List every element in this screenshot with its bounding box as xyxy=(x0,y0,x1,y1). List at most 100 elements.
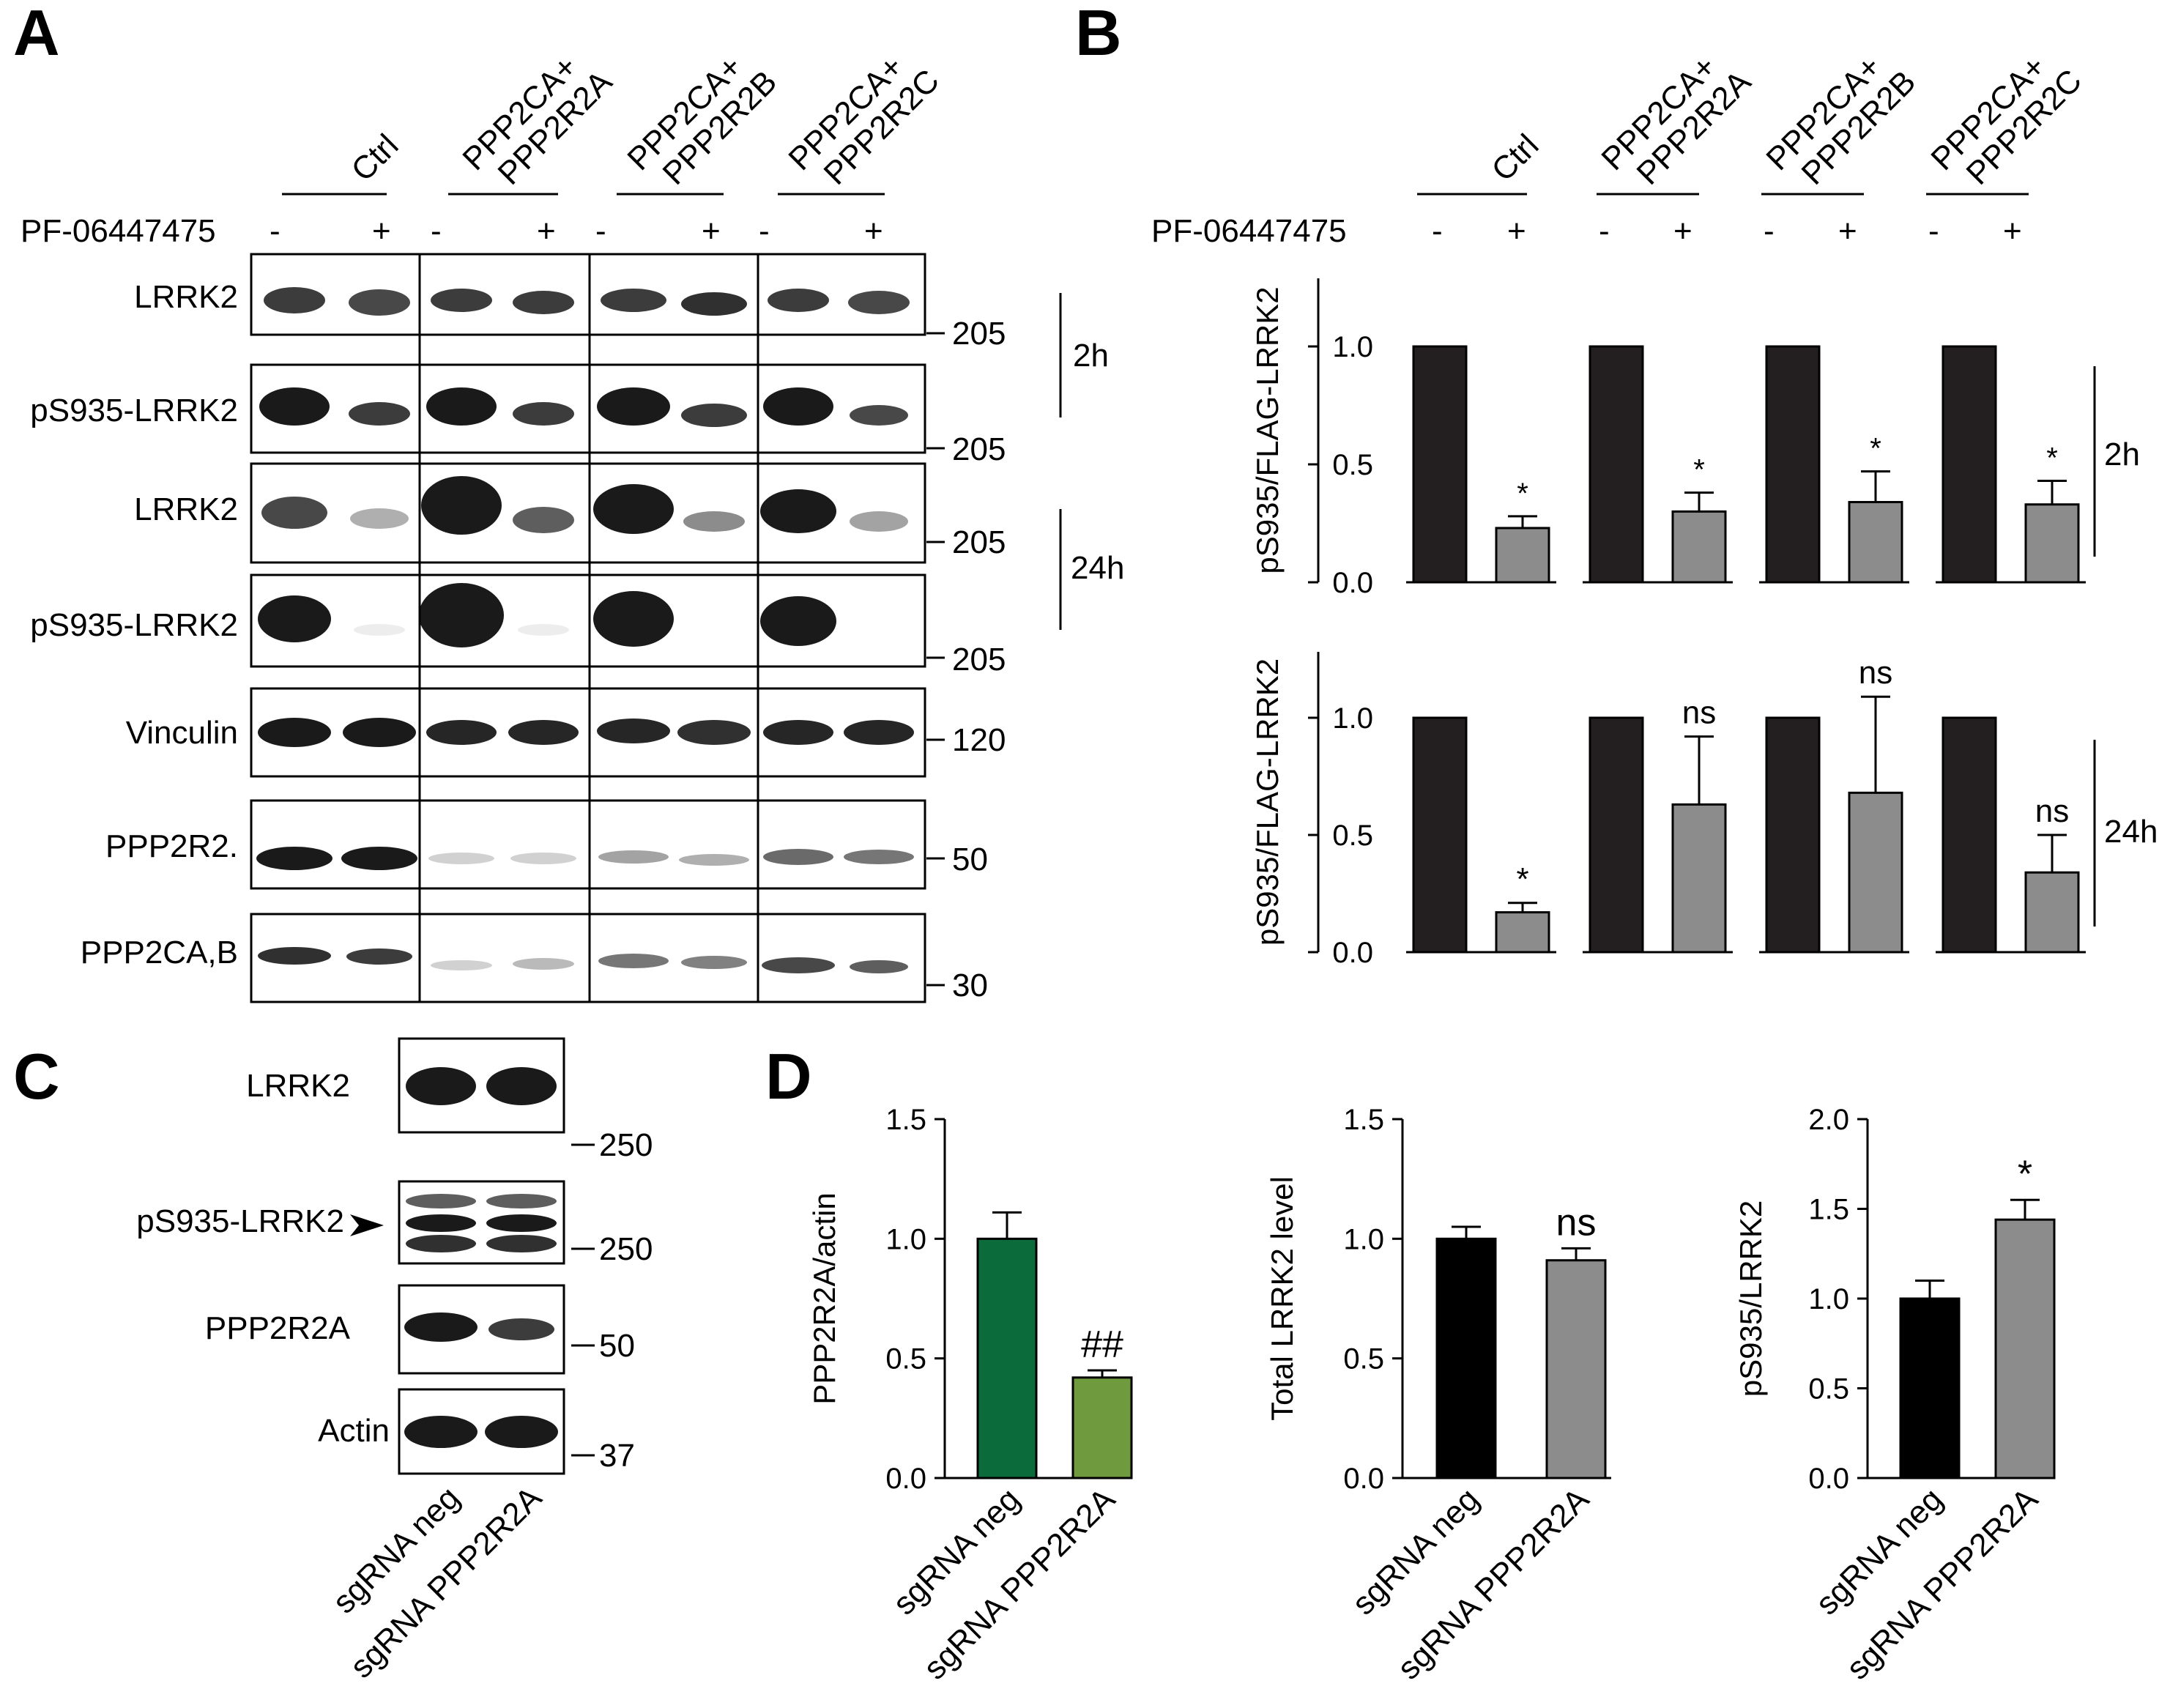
chart-b-sign: + xyxy=(1673,213,1692,249)
bar xyxy=(1495,911,1550,954)
y-tick-label: 1.0 xyxy=(1808,1283,1849,1315)
y-tick-label: 1.0 xyxy=(1332,331,1373,363)
chart-b-time-24h: 24h xyxy=(2104,814,2158,850)
blot-a-row-label: Vinculin xyxy=(126,715,238,751)
y-axis-label: pS935/FLAG-LRRK2 xyxy=(1250,658,1285,946)
blot-a-bands xyxy=(258,718,914,747)
y-axis-label: pS935/FLAG-LRRK2 xyxy=(1250,286,1285,573)
blot-c-row-label: Actin xyxy=(318,1413,390,1449)
blot-a-sign: + xyxy=(372,213,391,249)
bar xyxy=(1071,1376,1133,1479)
chart-b-time-2h: 2h xyxy=(2104,437,2140,472)
y-tick-label: 0.0 xyxy=(885,1463,926,1495)
significance-label: ## xyxy=(1081,1323,1123,1366)
bar xyxy=(1589,716,1644,954)
bar xyxy=(1765,345,1821,584)
y-tick-label: 0.5 xyxy=(1808,1373,1849,1406)
y-tick-label: 2.0 xyxy=(1808,1104,1849,1136)
blot-a-sign: - xyxy=(759,213,770,249)
chart-b-sign: - xyxy=(1764,213,1775,249)
blot-a-row-label: LRRK2 xyxy=(134,279,238,315)
y-tick-label: 1.5 xyxy=(1343,1104,1384,1136)
blot-a-dividers xyxy=(418,254,759,1002)
blot-a-treatment-signs: - + - + - + - + xyxy=(270,213,883,249)
y-tick-label: 0.5 xyxy=(1343,1343,1384,1375)
panel-letter-a: A xyxy=(13,0,60,69)
bar xyxy=(1671,803,1727,954)
blot-a-bands xyxy=(258,947,908,973)
bar xyxy=(1848,501,1903,584)
panel-letter-b: B xyxy=(1075,0,1122,69)
chart-b-sign: + xyxy=(1507,213,1526,249)
arrowhead-icon xyxy=(350,1214,384,1236)
blot-a-time-24h: 24h xyxy=(1071,550,1124,586)
bar xyxy=(1942,345,1997,584)
bar xyxy=(1994,1218,2056,1479)
significance-label: * xyxy=(2046,442,2058,475)
significance-label: * xyxy=(1870,433,1881,465)
bar xyxy=(976,1237,1038,1479)
chart-b-2h: 0.0 0.5 1.0 pS935/FLAG-LRRK2 * * * * xyxy=(1250,278,2086,599)
blot-a-sign: - xyxy=(595,213,606,249)
chart-b-24h: 0.0 0.5 1.0 pS935/FLAG-LRRK2 * ns ns ns xyxy=(1250,652,2086,969)
chart-b-sign: - xyxy=(1599,213,1610,249)
blot-a-row-label: pS935-LRRK2 xyxy=(30,607,238,643)
bar xyxy=(1545,1259,1607,1479)
significance-label: ns xyxy=(1556,1201,1597,1244)
panel-letter-d: D xyxy=(765,1040,812,1113)
blot-a-sign: - xyxy=(270,213,280,249)
blot-c-row-marker: 37 xyxy=(599,1438,635,1474)
chart-b-header: Ctrl PPP2CA+PPP2R2A PPP2CA+PPP2R2B PPP2C… xyxy=(1151,37,2089,249)
blot-c: LRRK2 250 pS935-LRRK2 250 PPP2R2A 50 Act… xyxy=(136,1037,653,1685)
chart-b-condition-4: PPP2CA+PPP2R2C xyxy=(1924,37,2089,202)
blot-a-bands xyxy=(256,847,914,870)
x-tick-label: sgRNA PPP2R2A xyxy=(1391,1481,1597,1687)
y-tick-label: 0.0 xyxy=(1332,937,1373,969)
chart-b-sign: - xyxy=(1432,213,1443,249)
blot-a-row-marker: 205 xyxy=(952,431,1006,467)
bar xyxy=(2024,503,2080,584)
blot-a-bands xyxy=(261,476,908,535)
blot-a-row-marker: 205 xyxy=(952,642,1006,677)
chart-b-treatment-label: PF-06447475 xyxy=(1151,213,1347,249)
chart-b-condition-1: Ctrl xyxy=(1485,127,1545,188)
bar xyxy=(2024,871,2080,954)
bar xyxy=(1412,716,1468,954)
blot-a-conditions: Ctrl PPP2CA+PPP2R2A PPP2CA+PPP2R2B PPP2C… xyxy=(344,39,946,202)
blot-a-bands xyxy=(264,287,910,316)
y-tick-label: 1.0 xyxy=(885,1223,926,1255)
blot-a-condition-1: Ctrl xyxy=(344,127,405,188)
blot-a-time-2h: 2h xyxy=(1073,338,1109,374)
blot-a-row-marker: 120 xyxy=(952,722,1006,758)
blot-a-bands xyxy=(258,583,836,647)
y-tick-label: 0.5 xyxy=(1332,449,1373,481)
blot-a-condition-3: PPP2CA+PPP2R2B xyxy=(620,39,784,202)
blot-c-row-marker: 250 xyxy=(599,1127,653,1163)
chart-b-sign: - xyxy=(1928,213,1939,249)
significance-label: * xyxy=(1516,861,1528,897)
chart-b-sign: + xyxy=(2003,213,2022,249)
blot-a-marker-ticks xyxy=(926,332,945,987)
bar xyxy=(1899,1297,1961,1479)
bar xyxy=(1589,345,1644,584)
blot-a-sign: - xyxy=(431,213,442,249)
blot-a-row-label: LRRK2 xyxy=(134,491,238,527)
y-tick-label: 1.0 xyxy=(1332,702,1373,735)
blot-a-sign: + xyxy=(864,213,883,249)
bar xyxy=(1942,716,1997,954)
y-tick-label: 1.5 xyxy=(885,1104,926,1136)
bar xyxy=(1765,716,1821,954)
bar xyxy=(1412,345,1468,584)
y-axis-label: Total LRRK2 level xyxy=(1265,1176,1299,1421)
y-tick-label: 0.5 xyxy=(885,1343,926,1375)
significance-label: ns xyxy=(1859,655,1892,691)
significance-label: ns xyxy=(1682,695,1716,731)
significance-label: * xyxy=(1693,454,1705,486)
blot-a-row-label: PPP2CA,B xyxy=(81,935,238,970)
panel-letter-c: C xyxy=(13,1040,60,1113)
blot-a-sign: + xyxy=(537,213,556,249)
